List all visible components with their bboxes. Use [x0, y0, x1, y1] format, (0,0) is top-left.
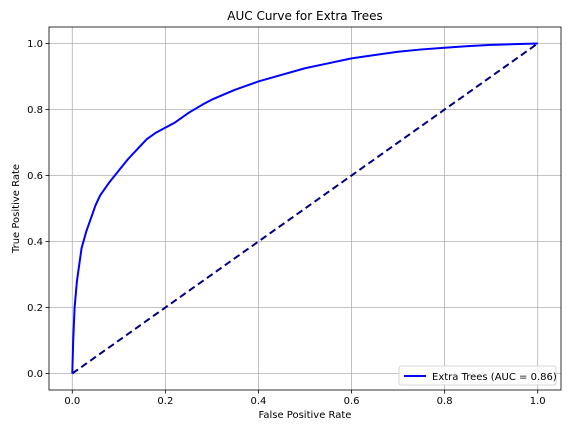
legend-box	[398, 365, 557, 386]
x-tick-label: 0.2	[157, 396, 173, 407]
y-tick-label: 0.2	[27, 303, 43, 314]
roc-curve-line	[71, 42, 538, 374]
y-tick-label: 0.8	[27, 105, 43, 116]
axis-ticks: 0.0 0.2 0.4 0.6 0.8 1.0 0.0 0.2 0.4 0.6 0.8 1.0	[27, 39, 546, 407]
chance-line	[71, 42, 539, 375]
y-tick-label: 0.0	[27, 369, 43, 380]
legend: Extra Trees (AUC = 0.86)	[398, 365, 557, 386]
x-tick-label: 0.8	[437, 396, 453, 407]
chance-diagonal-line	[71, 42, 539, 375]
x-tick-label: 0.4	[251, 396, 267, 407]
y-tick-label: 0.4	[27, 237, 43, 248]
grid-lines	[49, 27, 561, 390]
x-tick-label: 1.0	[530, 396, 546, 407]
y-tick-label: 1.0	[27, 39, 43, 50]
roc-curve	[71, 42, 538, 374]
legend-entry-label: Extra Trees (AUC = 0.86)	[432, 372, 557, 383]
x-axis-label: False Positive Rate	[259, 410, 352, 421]
x-tick-label: 0.0	[64, 396, 80, 407]
y-axis-label: True Positive Rate	[11, 164, 22, 254]
plot-area-frame	[48, 26, 562, 391]
y-tick-label: 0.6	[27, 171, 43, 182]
chart-title: AUC Curve for Extra Trees	[227, 9, 382, 23]
x-tick-label: 0.6	[344, 396, 360, 407]
